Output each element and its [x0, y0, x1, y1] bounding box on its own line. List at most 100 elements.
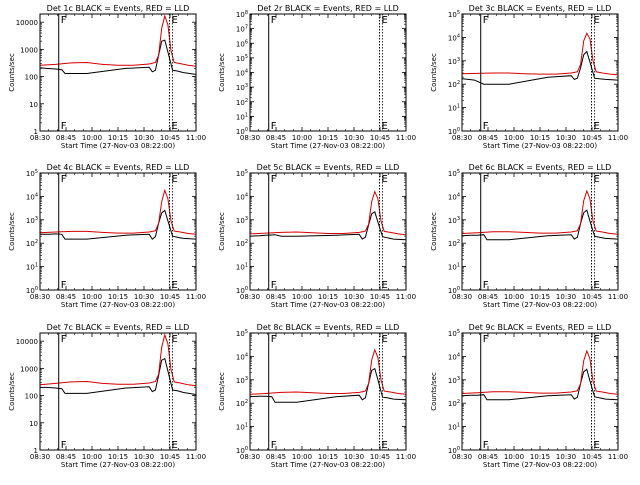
x-axis-label: Start Time (27-Nov-03 08:22:00) [271, 461, 385, 469]
x-tick-label: 08:45 [478, 453, 498, 461]
marker-label-top: E [381, 334, 387, 345]
y-tick-label: 103 [448, 216, 460, 225]
x-tick-label: 08:30 [452, 134, 472, 142]
x-tick-label: 10:15 [318, 293, 338, 301]
y-tick-label: 104 [448, 352, 460, 361]
x-tick-label: 10:15 [318, 453, 338, 461]
x-tick-label: 10:00 [504, 134, 524, 142]
x-tick-label: 10:00 [82, 293, 102, 301]
y-tick-label: 104 [236, 192, 248, 201]
x-tick-label: 10:45 [160, 293, 180, 301]
detector-panel-5: Det 5c BLACK = Events, RED = LLD 100 101 10… [218, 163, 416, 309]
lld-series-line [249, 348, 407, 395]
y-axis-label: Counts/sec [8, 212, 16, 251]
x-axis-label: Start Time (27-Nov-03 08:22:00) [271, 142, 385, 150]
x-axis-label: Start Time (27-Nov-03 08:22:00) [483, 301, 597, 309]
y-tick-label: 100 [448, 446, 460, 455]
y-tick-label: 10 [29, 420, 38, 428]
x-tick-label: 10:45 [160, 134, 180, 142]
y-tick-label: 100 [25, 74, 38, 82]
y-axis-label: Counts/sec [8, 53, 16, 92]
events-series-line [39, 39, 197, 75]
y-tick-label: 100 [448, 127, 460, 136]
events-series-line [249, 211, 407, 241]
plot-frame [39, 332, 197, 451]
y-tick-label: 101 [236, 112, 248, 121]
plot-frame [461, 332, 619, 451]
y-tick-label: 104 [448, 192, 460, 201]
marker-label-bottom: F [61, 440, 67, 451]
marker-label-top: E [381, 15, 387, 26]
y-axis-label: Counts/sec [218, 212, 226, 251]
x-tick-label: 10:45 [582, 134, 602, 142]
x-tick-label: 11:00 [608, 134, 628, 142]
y-tick-label: 103 [448, 57, 460, 66]
events-series-line [249, 367, 407, 403]
marker-label-top: E [593, 174, 599, 185]
x-tick-label: 10:15 [530, 293, 550, 301]
panel-title: Det 9c BLACK = Events, RED = LLD [469, 323, 612, 332]
y-tick-label: 105 [448, 329, 460, 338]
y-axis-label: Counts/sec [218, 53, 226, 92]
detector-panel-6: Det 6c BLACK = Events, RED = LLD 100 101 10… [430, 163, 628, 309]
x-tick-label: 10:30 [344, 293, 364, 301]
x-tick-label: 08:45 [478, 293, 498, 301]
y-tick-label: 104 [236, 69, 248, 78]
x-tick-label: 10:15 [108, 134, 128, 142]
x-axis-label: Start Time (27-Nov-03 08:22:00) [61, 142, 175, 150]
y-tick-label: 10000 [16, 19, 38, 27]
plot-frame [249, 13, 407, 132]
detector-panel-8: Det 8c BLACK = Events, RED = LLD 100 101 10… [218, 323, 416, 469]
marker-label-top: E [171, 174, 177, 185]
marker-label-top: E [171, 15, 177, 26]
y-axis-label: Counts/sec [430, 212, 438, 251]
y-tick-label: 103 [236, 216, 248, 225]
x-tick-label: 11:00 [396, 134, 416, 142]
x-tick-label: 11:00 [186, 134, 206, 142]
marker-label-bottom: F [271, 121, 277, 132]
x-tick-label: 08:30 [452, 453, 472, 461]
events-series-line [461, 209, 619, 241]
y-tick-label: 1000 [20, 46, 38, 54]
panel-title: Det 3c BLACK = Events, RED = LLD [469, 4, 612, 13]
x-tick-label: 10:15 [530, 453, 550, 461]
marker-label-top: F [271, 334, 277, 345]
marker-label-bottom: F [61, 280, 67, 291]
y-tick-label: 100 [448, 286, 460, 295]
x-tick-label: 10:15 [530, 134, 550, 142]
y-tick-label: 104 [236, 352, 248, 361]
marker-label-bottom: F [483, 440, 489, 451]
x-axis-label: Start Time (27-Nov-03 08:22:00) [483, 142, 597, 150]
plot-frame [249, 332, 407, 451]
x-tick-label: 10:30 [134, 134, 154, 142]
y-tick-label: 1 [34, 447, 38, 455]
y-tick-label: 101 [236, 263, 248, 272]
marker-label-top: F [61, 334, 67, 345]
y-tick-label: 100 [26, 286, 38, 295]
lld-series-line [39, 333, 197, 387]
marker-label-bottom: E [171, 121, 177, 132]
marker-label-top: F [61, 174, 67, 185]
x-tick-label: 08:45 [266, 293, 286, 301]
marker-label-top: F [61, 15, 67, 26]
x-tick-label: 10:30 [556, 293, 576, 301]
y-tick-label: 100 [25, 393, 38, 401]
y-tick-label: 102 [236, 239, 248, 248]
panel-title: Det 6c BLACK = Events, RED = LLD [469, 163, 612, 172]
y-axis-label: Counts/sec [8, 372, 16, 411]
x-tick-label: 11:00 [396, 293, 416, 301]
marker-label-bottom: F [271, 280, 277, 291]
marker-label-top: F [271, 15, 277, 26]
y-tick-label: 108 [236, 10, 248, 19]
plot-frame [461, 172, 619, 291]
x-tick-label: 10:45 [582, 453, 602, 461]
lld-series-line [461, 189, 619, 235]
x-tick-label: 10:15 [108, 293, 128, 301]
marker-label-top: F [271, 174, 277, 185]
y-axis-label: Counts/sec [218, 372, 226, 411]
y-axis-label: Counts/sec [430, 372, 438, 411]
x-tick-label: 11:00 [396, 453, 416, 461]
events-series-line [461, 368, 619, 401]
y-tick-label: 101 [26, 263, 38, 272]
